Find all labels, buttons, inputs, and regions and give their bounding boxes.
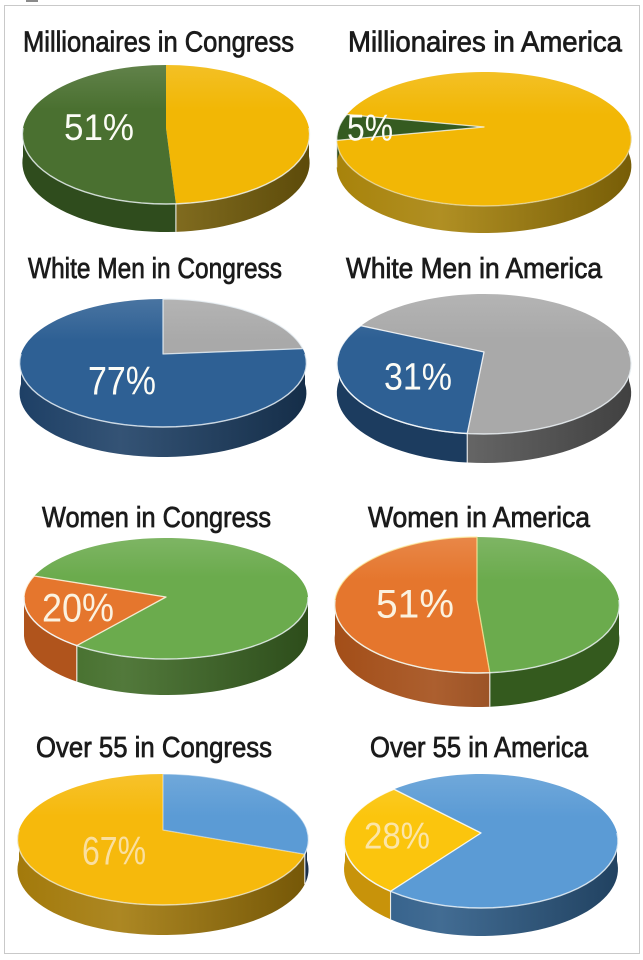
svg-text:51%: 51% <box>64 107 134 148</box>
svg-text:White Men in Congress: White Men in Congress <box>28 253 282 285</box>
svg-text:51%: 51% <box>376 582 454 626</box>
svg-text:Women in Congress: Women in Congress <box>42 502 271 534</box>
svg-text:28%: 28% <box>364 815 430 856</box>
svg-text:White Men in America: White Men in America <box>346 253 603 285</box>
svg-text:5%: 5% <box>347 107 393 148</box>
svg-text:77%: 77% <box>88 359 156 403</box>
svg-text:Women in America: Women in America <box>368 502 591 534</box>
svg-text:20%: 20% <box>42 586 114 630</box>
svg-text:Over 55 in Congress: Over 55 in Congress <box>36 732 272 764</box>
svg-text:Millionaires in Congress: Millionaires in Congress <box>23 27 294 59</box>
svg-text:67%: 67% <box>82 829 146 873</box>
svg-text:Millionaires in America: Millionaires in America <box>348 27 623 59</box>
svg-text:Over 55 in America: Over 55 in America <box>370 732 589 764</box>
svg-text:31%: 31% <box>384 357 452 399</box>
